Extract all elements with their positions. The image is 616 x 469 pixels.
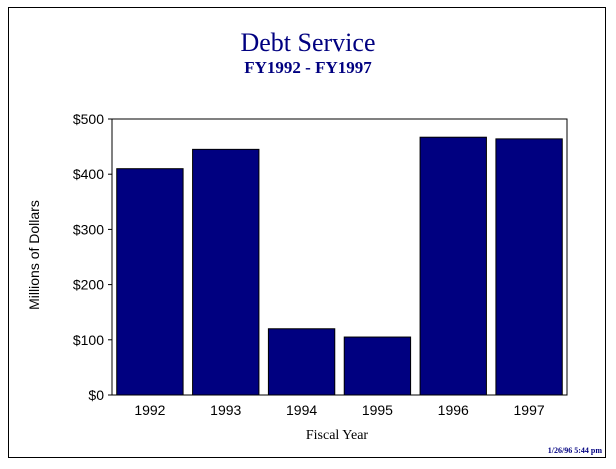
x-tick-label: 1997	[514, 402, 545, 418]
timestamp: 1/26/96 5:44 pm	[547, 446, 602, 455]
bar-1996	[419, 136, 487, 396]
y-tick-label: $500	[73, 111, 104, 127]
x-axis-label: Fiscal Year	[305, 428, 369, 443]
y-tick-label: $300	[73, 221, 104, 237]
y-tick-label: $100	[73, 332, 104, 348]
chart-subtitle: FY1992 - FY1997	[244, 58, 372, 77]
x-tick-label: 1993	[210, 402, 241, 418]
plot-area	[111, 118, 568, 396]
bar-1997	[495, 138, 563, 396]
bar-1994	[267, 328, 336, 396]
bars-group	[116, 136, 563, 396]
bar-1993	[192, 148, 260, 396]
y-tick-label: $0	[88, 387, 104, 403]
bar-1992	[116, 168, 184, 396]
x-tick-label: 1995	[362, 402, 393, 418]
y-tick-label: $400	[73, 166, 104, 182]
x-tick-group: 1992 1993 1994 1995 1996 1997	[134, 402, 545, 418]
bar-1995	[343, 336, 412, 396]
y-tick-label: $200	[73, 277, 104, 293]
y-tick-group: $0 $100 $200 $300 $400 $500	[73, 111, 112, 403]
y-axis-label: Millions of Dollars	[26, 200, 42, 310]
x-tick-label: 1994	[286, 402, 317, 418]
chart-title: Debt Service	[240, 28, 376, 57]
x-tick-label: 1996	[438, 402, 469, 418]
x-tick-label: 1992	[134, 402, 165, 418]
